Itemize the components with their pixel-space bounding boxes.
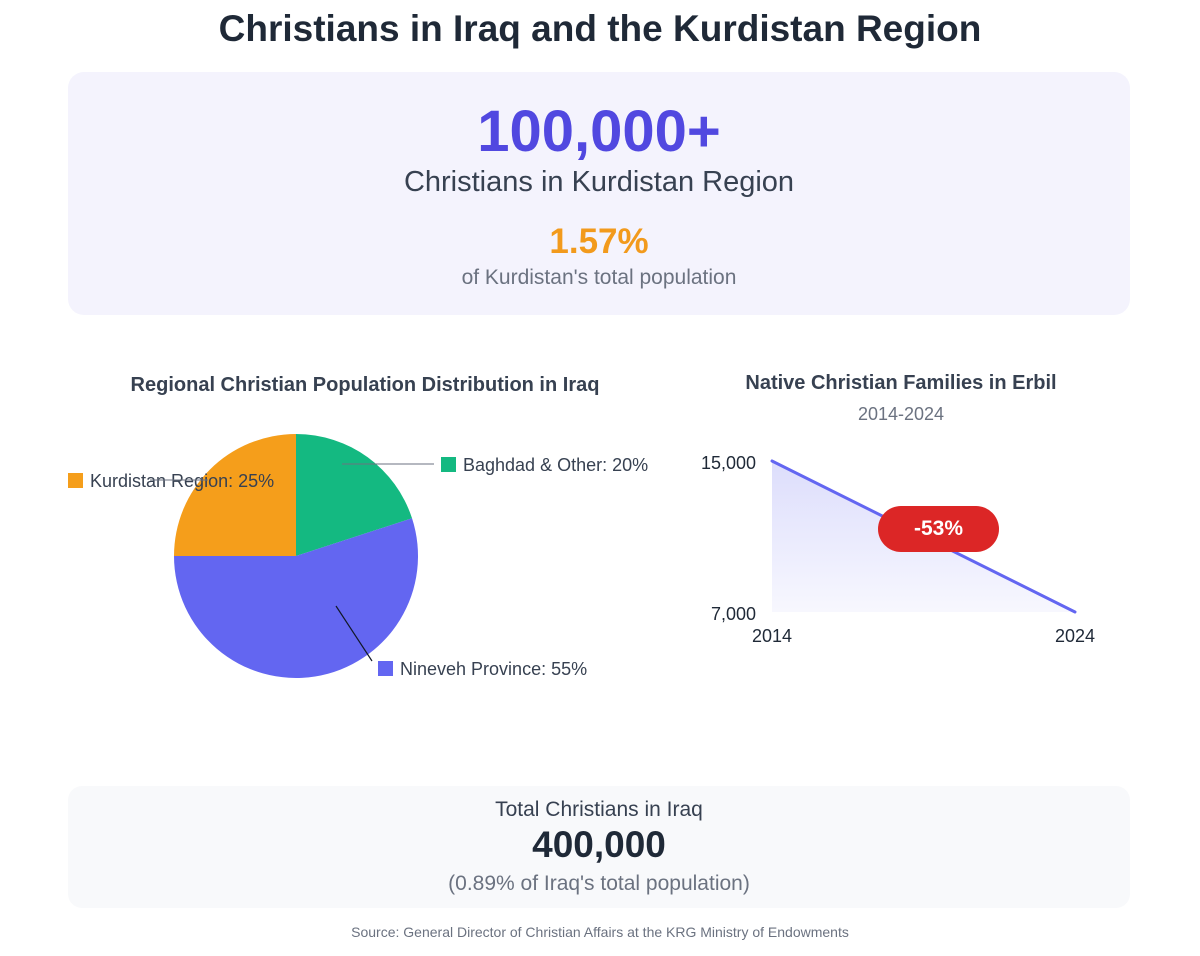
hero-percent-label: of Kurdistan's total population <box>461 266 737 289</box>
pie-chart-title: Regional Christian Population Distributi… <box>130 374 600 396</box>
total-note: (0.89% of Iraq's total population) <box>448 872 750 895</box>
hero-value: 100,000+ <box>477 99 721 164</box>
total-value: 400,000 <box>532 824 666 865</box>
pie-slice-baghdad[interactable] <box>296 434 413 556</box>
nineveh-label: Nineveh Province: 55% <box>400 659 587 679</box>
pie-slice-kurdistan[interactable] <box>174 434 296 556</box>
kurdistan-label: Kurdistan Region: 25% <box>90 471 274 491</box>
line-chart-subtitle: 2014-2024 <box>857 404 945 424</box>
baghdad-label: Baghdad & Other: 20% <box>463 455 648 475</box>
x-tick-2014: 2014 <box>752 626 792 646</box>
nineveh-leader-line <box>335 605 373 662</box>
decline-percent-badge: -53% <box>878 506 999 552</box>
pie-chart: Baghdad & Other: 20% Nineveh Province: 5… <box>68 434 648 679</box>
x-tick-2024: 2024 <box>1055 626 1095 646</box>
baghdad-legend-swatch <box>441 457 456 472</box>
hero-card: 100,000+ Christians in Kurdistan Region … <box>68 72 1130 315</box>
total-card: Total Christians in Iraq 400,000 (0.89% … <box>68 786 1130 908</box>
line-chart-title: Native Christian Families in Erbil <box>745 372 1057 394</box>
hero-label: Christians in Kurdistan Region <box>403 166 795 198</box>
charts-canvas: Baghdad & Other: 20% Nineveh Province: 5… <box>68 434 1095 679</box>
total-label: Total Christians in Iraq <box>495 798 703 821</box>
kurdistan-legend-swatch <box>68 473 83 488</box>
y-tick-7000: 7,000 <box>711 604 756 624</box>
y-tick-15000: 15,000 <box>701 453 756 473</box>
nineveh-legend-swatch <box>378 661 393 676</box>
page-title: Christians in Iraq and the Kurdistan Reg… <box>218 8 982 49</box>
hero-percent: 1.57% <box>549 222 649 261</box>
source-note: Source: General Director of Christian Af… <box>351 924 849 940</box>
